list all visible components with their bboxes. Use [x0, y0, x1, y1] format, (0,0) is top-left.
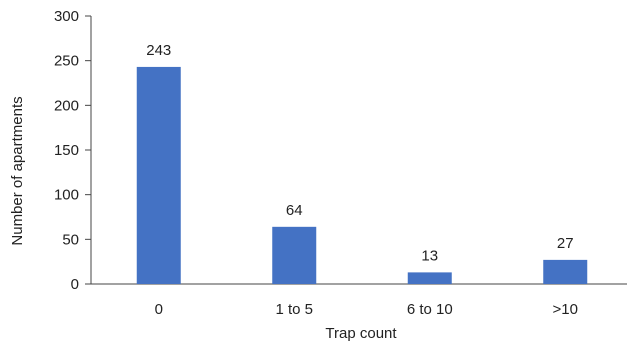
data-labels: 243 64 13 27 — [146, 42, 573, 264]
x-axis: 0 1 to 5 6 to 10 >10 — [91, 283, 627, 318]
bar — [272, 226, 317, 284]
y-tick-label: 150 — [54, 142, 79, 159]
bar — [136, 66, 181, 284]
data-label: 13 — [421, 247, 438, 264]
y-tick-label: 100 — [54, 187, 79, 204]
y-axis-title: Number of apartments — [9, 96, 26, 245]
x-tick-label: 0 — [155, 301, 163, 318]
y-tick-label: 300 — [54, 8, 79, 25]
data-label: 64 — [286, 202, 303, 219]
y-axis: 0 50 100 150 200 250 300 — [54, 8, 92, 293]
y-tick-label: 50 — [62, 231, 79, 248]
y-tick-label: 200 — [54, 97, 79, 114]
x-axis-title: Trap count — [325, 325, 397, 342]
y-tick-label: 0 — [71, 276, 79, 293]
data-label: 243 — [146, 42, 171, 59]
x-tick-label: 1 to 5 — [275, 301, 313, 318]
bar — [407, 272, 452, 284]
x-tick-label: >10 — [553, 301, 578, 318]
x-tick-label: 6 to 10 — [407, 301, 453, 318]
y-tick-label: 250 — [54, 53, 79, 70]
bar — [543, 259, 588, 284]
data-label: 27 — [557, 235, 574, 252]
bars — [136, 66, 588, 284]
